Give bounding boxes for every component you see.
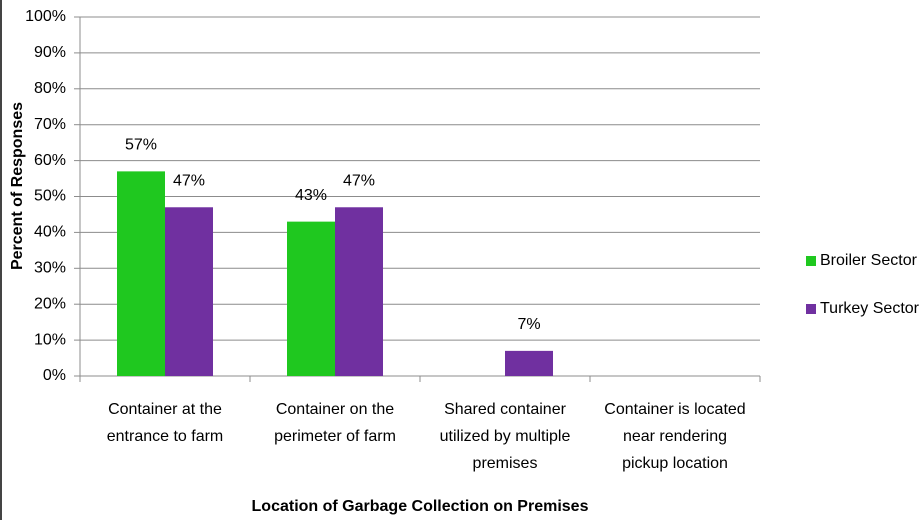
data-label: 47%: [343, 172, 375, 189]
bar: [165, 207, 213, 376]
y-tick-label: 20%: [34, 295, 66, 312]
bar: [287, 221, 335, 376]
x-tick-label: Container is located near rendering pickup…: [604, 401, 745, 472]
x-tick-label: Container on the perimeter of farm: [274, 401, 396, 445]
y-tick-label: 100%: [25, 8, 66, 25]
legend-swatch: [806, 256, 816, 266]
bar: [335, 207, 383, 376]
bar: [505, 350, 553, 376]
x-axis-label: Location of Garbage Collection on Premis…: [252, 498, 589, 515]
y-tick-label: 40%: [34, 224, 66, 241]
y-axis-label: Percent of Responses: [9, 102, 26, 270]
data-label: 43%: [295, 187, 327, 204]
x-tick-label: Container at the entrance to farm: [107, 401, 224, 445]
legend-label: Turkey Sector: [820, 300, 920, 317]
data-label: 47%: [173, 172, 205, 189]
frame-edge: [0, 0, 2, 520]
x-tick-label: Shared container utilized by multiple prem…: [440, 401, 571, 472]
y-tick-label: 50%: [34, 188, 66, 205]
legend-swatch: [806, 304, 816, 314]
legend-label: Broiler Sector: [820, 252, 918, 269]
y-tick-label: 90%: [34, 44, 66, 61]
y-tick-label: 70%: [34, 116, 66, 133]
data-label: 7%: [517, 316, 540, 333]
y-tick-label: 30%: [34, 260, 66, 277]
bar: [117, 171, 165, 376]
y-tick-label: 10%: [34, 331, 66, 348]
y-tick-label: 60%: [34, 152, 66, 169]
y-tick-label: 80%: [34, 80, 66, 97]
data-label: 57%: [125, 137, 157, 154]
y-tick-label: 0%: [43, 367, 66, 384]
